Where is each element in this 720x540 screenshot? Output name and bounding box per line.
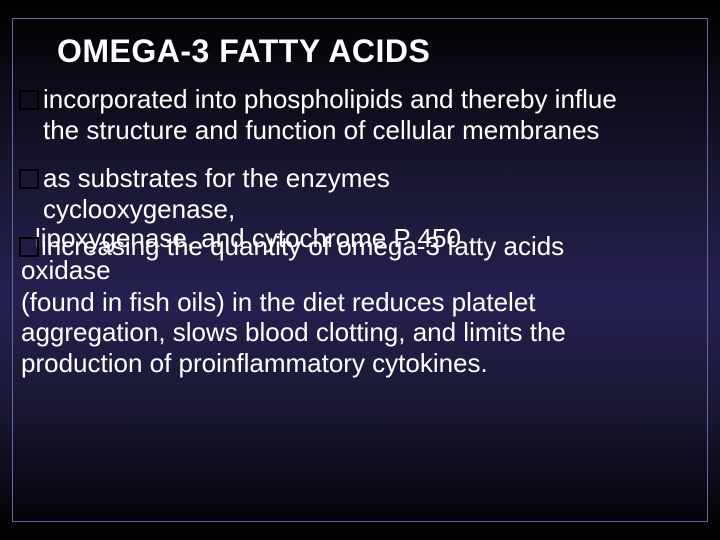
bullet-square-icon bbox=[19, 169, 39, 189]
paragraph-line-1: (found in fish oils) in the diet reduces… bbox=[21, 287, 707, 318]
overlapping-text-block: lipoxygenase, and cytochrome P 450 incre… bbox=[13, 225, 707, 287]
paragraph-line-3: production of proinflammatory cytokines. bbox=[21, 348, 707, 379]
bullet-2: as substrates for the enzymes bbox=[19, 163, 707, 194]
bullet-1-line-2: the structure and function of cellular m… bbox=[43, 115, 707, 146]
overlap-mid-text: increasing the quantity of omega-3 fatty… bbox=[41, 231, 564, 261]
bullet-square-icon bbox=[19, 90, 39, 110]
bullet-2-line-2: cyclooxygenase, bbox=[43, 194, 707, 225]
spacer bbox=[13, 145, 707, 163]
slide-frame: OMEGA-3 FATTY ACIDS incorporated into ph… bbox=[12, 18, 708, 522]
paragraph-line-2: aggregation, slows blood clotting, and l… bbox=[21, 317, 707, 348]
slide-title: OMEGA-3 FATTY ACIDS bbox=[57, 33, 707, 70]
bullet-square-icon bbox=[19, 237, 39, 257]
bullet-2-line-1: as substrates for the enzymes bbox=[43, 163, 390, 194]
bullet-1-line-1: incorporated into phospholipids and ther… bbox=[43, 84, 617, 115]
overlap-line-bot: oxidase bbox=[21, 255, 111, 286]
bullet-1: incorporated into phospholipids and ther… bbox=[19, 84, 707, 115]
